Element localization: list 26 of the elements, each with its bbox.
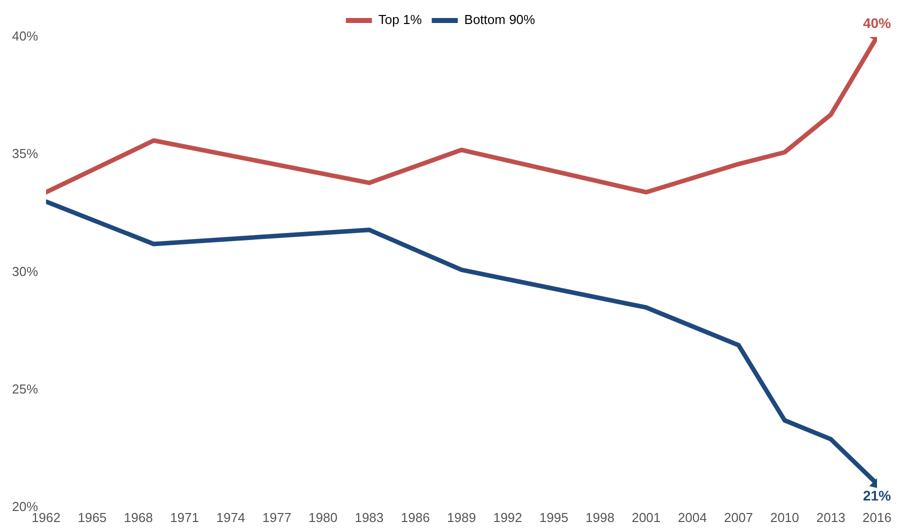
x-tick-label: 1992 <box>493 510 522 525</box>
data-label: 21% <box>862 488 892 504</box>
x-tick-label: 1983 <box>354 510 384 525</box>
x-tick-label: 1980 <box>308 510 338 525</box>
x-tick-label: 2007 <box>724 510 753 525</box>
x-tick-label: 1998 <box>586 510 614 525</box>
y-tick-label: 30% <box>12 264 38 279</box>
x-tick-label: 1968 <box>124 510 153 525</box>
x-tick-label: 2016 <box>862 510 892 525</box>
y-tick-label: 35% <box>12 146 38 162</box>
legend-label: Bottom 90% <box>464 12 536 28</box>
x-tick-label: 1965 <box>78 510 107 525</box>
x-tick-label: 2013 <box>816 510 846 525</box>
x-tick-label: 2010 <box>770 510 800 525</box>
x-tick-label: 1977 <box>262 510 292 525</box>
legend-label: Top 1% <box>378 12 422 28</box>
x-tick-label: 1995 <box>539 510 568 525</box>
x-tick-label: 1986 <box>400 510 430 525</box>
x-tick-label: 2001 <box>632 510 661 525</box>
data-label: 40% <box>862 14 892 31</box>
x-tick-label: 2004 <box>678 510 707 525</box>
x-tick-label: 1989 <box>447 510 476 525</box>
y-tick-label: 40% <box>12 28 38 44</box>
y-tick-label: 25% <box>12 381 38 396</box>
x-tick-label: 1974 <box>216 510 246 525</box>
x-tick-label: 1971 <box>170 510 199 525</box>
